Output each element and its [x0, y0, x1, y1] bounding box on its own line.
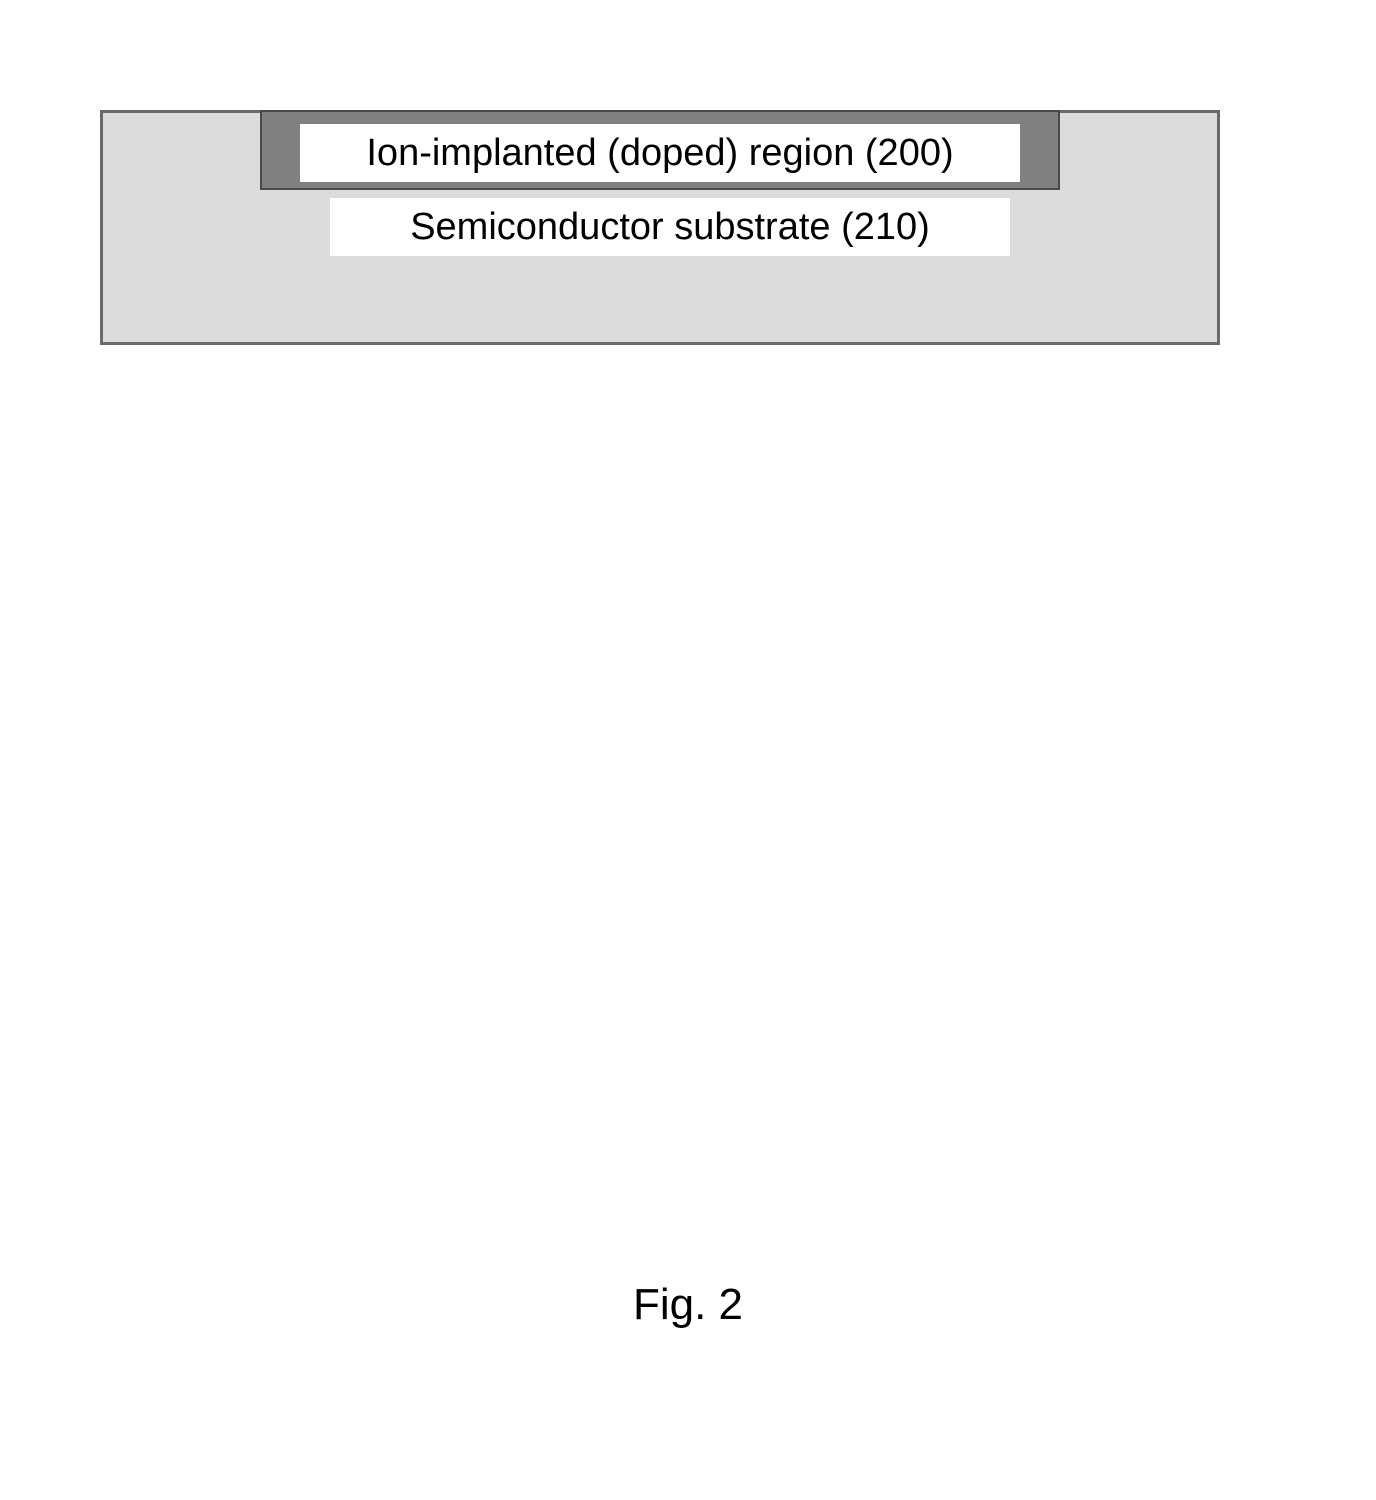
doped-label-text: Ion-implanted (doped) region (200) [366, 132, 953, 175]
substrate-label-text: Semiconductor substrate (210) [410, 206, 930, 249]
substrate-label-box: Semiconductor substrate (210) [330, 198, 1010, 256]
doped-label-box: Ion-implanted (doped) region (200) [300, 124, 1020, 182]
diagram-container: Ion-implanted (doped) region (200) Semic… [100, 110, 1220, 345]
figure-caption: Fig. 2 [0, 1280, 1376, 1330]
